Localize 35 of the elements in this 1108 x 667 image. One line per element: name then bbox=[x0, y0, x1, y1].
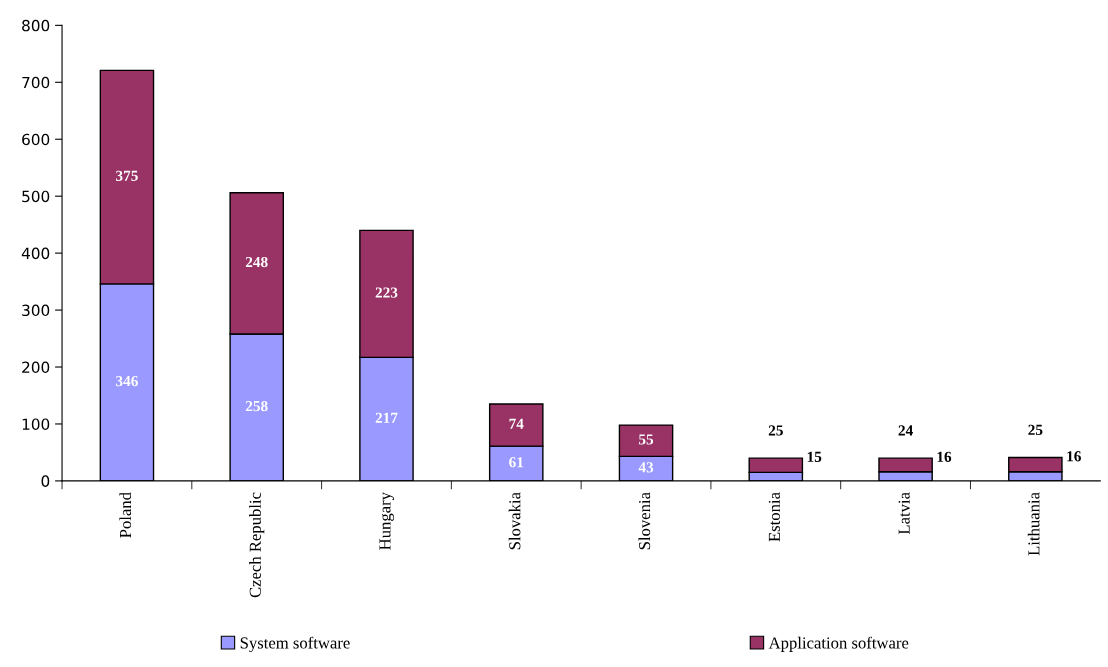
data-label: 217 bbox=[375, 412, 398, 423]
data-label: 248 bbox=[245, 256, 268, 268]
y-tick-label: 300 bbox=[22, 304, 50, 317]
y-tick-label: 200 bbox=[22, 361, 50, 374]
data-label: 43 bbox=[638, 462, 654, 473]
y-tick-label: 800 bbox=[22, 19, 50, 32]
y-tick-label: 500 bbox=[22, 190, 50, 203]
data-label: 223 bbox=[375, 287, 398, 298]
y-tick-label: 700 bbox=[22, 76, 50, 89]
x-tick-label: Hungary bbox=[379, 492, 395, 550]
x-tick-label: Estonia bbox=[768, 492, 780, 542]
data-label: 25 bbox=[768, 425, 783, 436]
y-tick-label: 0 bbox=[41, 475, 50, 487]
legend-label: System software bbox=[240, 636, 350, 652]
x-tick-label: Lithuania bbox=[1027, 492, 1040, 556]
data-label: 346 bbox=[116, 375, 138, 387]
data-label: 61 bbox=[509, 457, 524, 468]
y-tick-label: 100 bbox=[22, 418, 50, 430]
x-tick-label: Poland bbox=[119, 492, 132, 538]
data-label: 16 bbox=[1067, 451, 1081, 462]
x-tick-label: Slovakia bbox=[508, 492, 521, 550]
data-label: 258 bbox=[245, 400, 268, 412]
x-tick-label: Slovenia bbox=[638, 492, 651, 550]
x-tick-label: Latvia bbox=[898, 492, 910, 535]
data-label: 55 bbox=[639, 434, 654, 445]
data-label: 24 bbox=[898, 425, 913, 436]
data-label: 15 bbox=[807, 451, 822, 462]
data-label: 375 bbox=[116, 170, 138, 181]
data-label: 16 bbox=[937, 451, 952, 462]
data-label: 74 bbox=[509, 418, 524, 429]
y-tick-label: 400 bbox=[21, 247, 50, 260]
data-label: 25 bbox=[1028, 424, 1043, 436]
x-tick-label: Czech Republic bbox=[249, 492, 265, 598]
y-tick-label: 600 bbox=[22, 133, 50, 146]
legend-label: Application software bbox=[768, 636, 909, 652]
